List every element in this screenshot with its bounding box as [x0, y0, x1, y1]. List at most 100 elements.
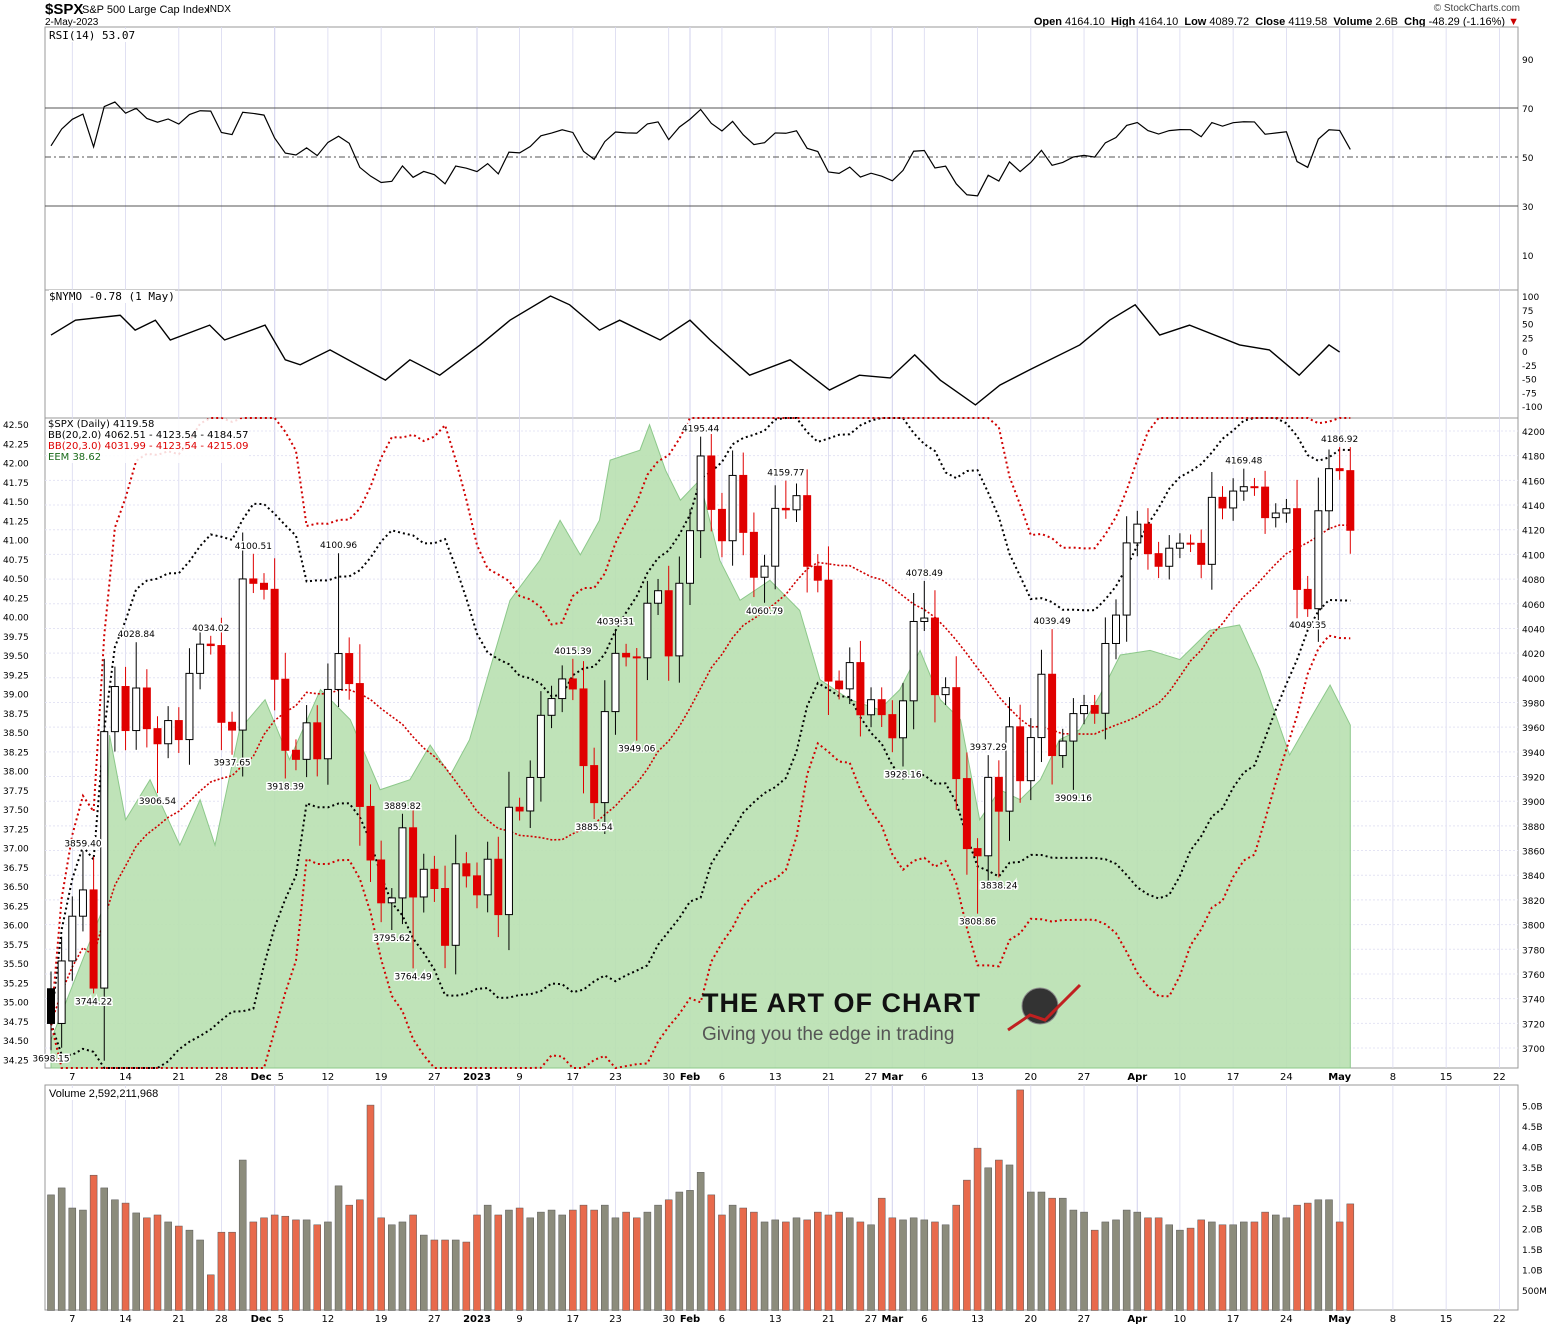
volume-bar [686, 1190, 694, 1311]
panel-ny [44, 289, 1519, 419]
price-tick-label: 3820 [1522, 897, 1545, 907]
nymo-tick-label: 100 [1522, 293, 1539, 303]
candle-body [355, 683, 364, 807]
x-tick-label: 12 [322, 1314, 335, 1325]
candle-body [1271, 512, 1280, 519]
volume-bar [196, 1239, 204, 1311]
x-tick-label: 19 [375, 1314, 388, 1325]
nymo-legend: $NYMO -0.78 (1 May) [49, 290, 175, 303]
bb2-legend: BB(20,2.0) 4062.51 - 4123.54 - 4184.57 [48, 430, 249, 441]
candle-body [909, 620, 918, 702]
volume-bar [558, 1214, 566, 1311]
volume-bar [867, 1224, 875, 1311]
eem-tick-label: 41.75 [3, 479, 29, 489]
volume-bar [121, 1202, 130, 1311]
volume-bar [931, 1221, 939, 1311]
volume-bar [814, 1211, 822, 1311]
x-tick-label: 28 [215, 1072, 228, 1083]
candle-body [78, 889, 87, 917]
volume-bar [1240, 1221, 1248, 1311]
price-tick-label: 4100 [1522, 551, 1545, 561]
candle-body [994, 776, 1003, 812]
candle-body [1005, 726, 1014, 812]
x-tick-label: 23 [609, 1314, 622, 1325]
eem-tick-label: 34.50 [3, 1037, 29, 1047]
nymo-tick-label: -100 [1522, 403, 1543, 413]
volume-bar [1080, 1211, 1088, 1311]
candle-body [1218, 496, 1227, 509]
price-tick-label: 3900 [1522, 798, 1545, 808]
volume-bar [664, 1199, 673, 1311]
candle-body [888, 714, 897, 739]
volume-bar [1069, 1209, 1078, 1311]
volume-bar [185, 1229, 194, 1311]
volume-bar [281, 1215, 290, 1311]
candle-body [579, 688, 588, 767]
rsi-tick-label: 90 [1522, 56, 1534, 66]
x-tick-label: 21 [172, 1314, 185, 1325]
volume-bar [377, 1217, 385, 1311]
x-tick-label: 15 [1440, 1314, 1453, 1325]
x-tick-label: 22 [1493, 1314, 1506, 1325]
volume-bar [302, 1219, 311, 1311]
x-tick-label: 17 [566, 1072, 579, 1083]
candle-body [622, 652, 631, 658]
nymo-tick-label: -75 [1522, 389, 1537, 399]
candle-body [792, 495, 801, 511]
x-tick-label: 13 [971, 1314, 984, 1325]
chg-label: Chg [1404, 16, 1426, 28]
eem-tick-label: 40.50 [3, 575, 29, 585]
volume-bar [899, 1219, 907, 1311]
volume-bar [547, 1209, 556, 1311]
x-tick-label: Dec [251, 1314, 272, 1325]
price-tick-label: 4000 [1522, 675, 1545, 685]
candle-body [611, 652, 620, 713]
x-tick-label: 9 [516, 1072, 522, 1083]
candle-body [366, 805, 375, 861]
x-tick-label: 8 [1390, 1072, 1396, 1083]
x-tick-label: 21 [822, 1314, 835, 1325]
price-annotation: 3808.86 [959, 918, 996, 928]
candle-body [504, 806, 513, 916]
candle-body [164, 720, 173, 745]
eem-tick-label: 40.25 [3, 594, 29, 604]
candle-body [430, 868, 439, 890]
volume-bar [356, 1199, 364, 1311]
candle-body [1250, 486, 1259, 489]
candle-body [1058, 740, 1067, 757]
volume-bar [1144, 1217, 1152, 1311]
candle-body [717, 508, 726, 542]
eem-tick-label: 37.75 [3, 787, 29, 797]
x-tick-label: 17 [1227, 1072, 1240, 1083]
volume-bar [526, 1217, 534, 1311]
price-annotation: 3859.40 [64, 839, 101, 849]
candle-body [174, 720, 183, 741]
candle-body [813, 565, 822, 581]
x-tick-label: Mar [882, 1072, 904, 1083]
volume-bar [494, 1214, 503, 1311]
bb3-legend: BB(20,3.0) 4031.99 - 4123.54 - 4215.09 [48, 441, 249, 452]
volume-bar [57, 1187, 66, 1311]
volume-bar [941, 1224, 950, 1311]
candle-body [398, 827, 407, 899]
candle-body [313, 722, 322, 760]
eem-tick-label: 35.00 [3, 999, 29, 1009]
eem-tick-label: 39.50 [3, 652, 29, 662]
candle-body [749, 531, 758, 578]
volume-bar [207, 1274, 215, 1311]
x-tick-label: 24 [1280, 1314, 1293, 1325]
price-tick-label: 4040 [1522, 625, 1545, 635]
volume-bar [1176, 1229, 1184, 1311]
nymo-tick-label: 25 [1522, 334, 1533, 344]
eem-legend: EEM 38.62 [48, 452, 102, 463]
x-tick-label: 20 [1024, 1072, 1037, 1083]
volume-bar [707, 1194, 716, 1311]
volume-bar [601, 1204, 609, 1311]
price-tick-label: 3860 [1522, 848, 1545, 858]
volume-bar [963, 1179, 971, 1311]
volume-bar [1027, 1191, 1035, 1311]
price-annotation: 4060.79 [746, 607, 783, 617]
candle-body [1026, 737, 1035, 782]
ohlc-readout: Open 4164.10 High 4164.10 Low 4089.72 Cl… [1034, 16, 1519, 28]
